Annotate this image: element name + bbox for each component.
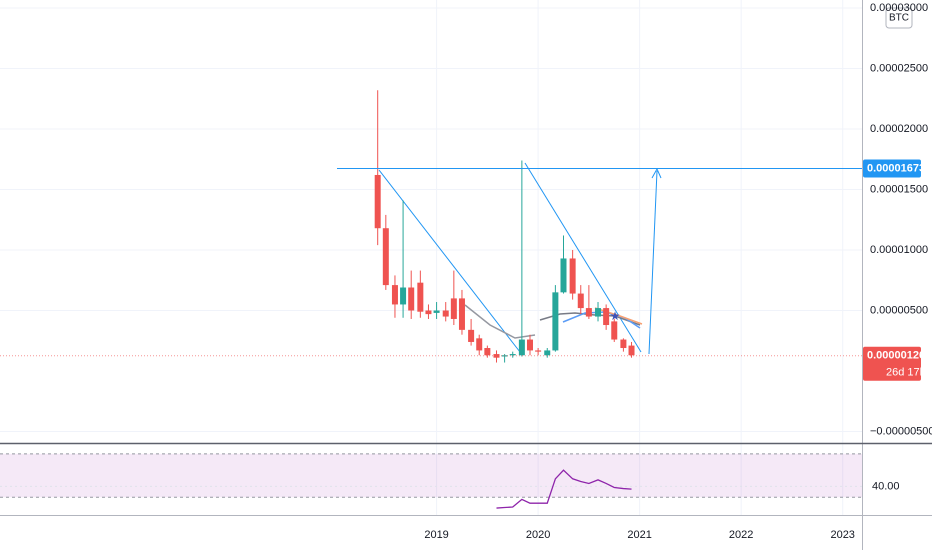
candle-body: [391, 285, 398, 305]
rsi-band: [0, 453, 862, 498]
countdown-label: 26d 17h: [886, 367, 926, 379]
candle-body: [603, 308, 610, 326]
candle-body: [585, 308, 592, 317]
currency-label: BTC: [889, 13, 909, 24]
price-line-badge: [863, 159, 921, 178]
y-tick-label: 0.00003000: [870, 2, 928, 14]
candle-body: [509, 354, 516, 356]
candle-body: [620, 339, 627, 349]
x-tick-label: 2022: [729, 529, 753, 541]
candle-body: [433, 310, 440, 313]
candle-body: [569, 258, 576, 294]
candle-body: [476, 338, 483, 351]
candle-body: [450, 298, 457, 319]
candle-body: [408, 287, 415, 311]
candle-body: [595, 308, 602, 317]
candle-body: [468, 329, 475, 342]
currency-badge: [885, 7, 913, 29]
candle-body: [518, 339, 525, 356]
y-tick-label: 0.00001500: [870, 183, 928, 195]
x-tick-label: 2019: [424, 529, 448, 541]
last-price-label: 0.00000126: [867, 350, 925, 362]
candle-body: [628, 345, 635, 356]
candle-body: [374, 174, 381, 229]
trendline: [378, 169, 521, 353]
candle-body: [400, 287, 407, 305]
y-tick-label: 40.00: [872, 480, 900, 492]
drawings: [378, 162, 662, 355]
candle-body: [442, 310, 449, 317]
candle-body: [526, 339, 533, 351]
star-marker: ★: [610, 309, 621, 323]
grid: [0, 0, 862, 515]
candle-body: [484, 348, 491, 356]
x-tick-label: 2020: [526, 529, 550, 541]
y-tick-label: 0.00000500: [870, 304, 928, 316]
x-tick-label: 2021: [627, 529, 651, 541]
candle-body: [493, 354, 500, 358]
trendline: [524, 162, 642, 353]
y-tick-label: 0.00002500: [870, 62, 928, 74]
candle-body: [382, 228, 389, 286]
ma-line: [464, 304, 536, 339]
candle-body: [417, 282, 424, 312]
candle-body: [425, 310, 432, 315]
candle-body: [577, 293, 584, 309]
candle-body: [458, 298, 465, 330]
arrow-line: [648, 170, 658, 355]
y-tick-label: 0.00002000: [870, 123, 928, 135]
candle-body: [552, 292, 559, 351]
candle-body: [535, 350, 542, 352]
price-line-label: 0.00001673: [867, 162, 925, 174]
last-price-badge: [863, 346, 921, 381]
x-tick-label: 2023: [830, 529, 854, 541]
candle-body: [544, 350, 551, 356]
candle-body: [611, 321, 618, 340]
rsi-line: [496, 469, 632, 509]
candle-body: [560, 258, 567, 293]
y-tick-label: −0.00000500: [870, 425, 932, 437]
y-tick-label: 0.00001000: [870, 244, 928, 256]
